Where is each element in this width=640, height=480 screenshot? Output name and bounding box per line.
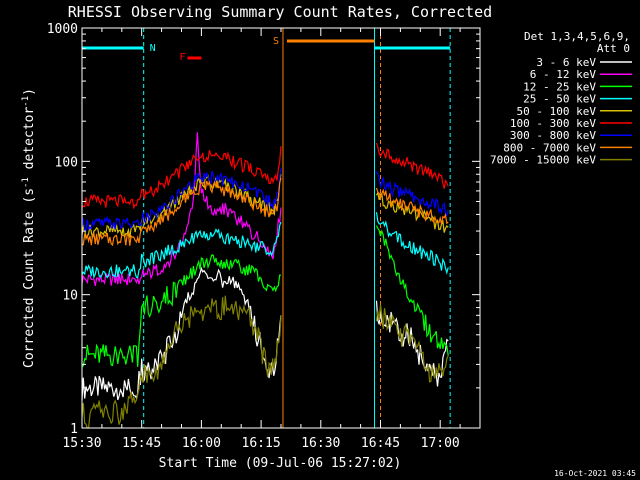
series-line [81, 132, 282, 287]
series-line [81, 295, 282, 429]
x-tick-label: 17:00 [421, 436, 460, 451]
series-line [81, 146, 282, 210]
x-tick-label: 16:15 [242, 436, 281, 451]
y-tick-label: 10 [62, 289, 78, 304]
x-axis: 15:30 15:45 16:00 16:15 16:30 16:45 17:00 [62, 28, 481, 451]
series-line [375, 142, 449, 189]
legend-label: 6 - 12 keV [530, 68, 597, 81]
legend-label: 25 - 50 keV [523, 93, 596, 106]
series-line [81, 253, 282, 368]
annotation-n: N [150, 43, 156, 54]
series-line [375, 171, 449, 217]
x-axis-label: Start Time (09-Jul-06 15:27:02) [159, 456, 402, 471]
legend-label: 12 - 25 keV [523, 80, 596, 93]
y-tick-label: 100 [55, 155, 78, 170]
annotation-f: F [179, 52, 185, 63]
legend-label: 50 - 100 keV [517, 105, 597, 118]
series-line [375, 212, 449, 275]
legend-label: 800 - 7000 keV [503, 141, 596, 154]
series-line [81, 167, 282, 232]
y-axis: 1 10 100 1000 [47, 22, 480, 437]
chart-title: RHESSI Observing Summary Count Rates, Co… [68, 3, 492, 21]
y-tick-label: 1000 [47, 22, 78, 37]
legend-header: Det 1,3,4,5,6,9, [524, 30, 630, 43]
y-tick-label: 1 [70, 422, 78, 437]
annotation-s: S [273, 36, 279, 47]
x-tick-label: 16:45 [361, 436, 400, 451]
x-tick-label: 16:00 [182, 436, 221, 451]
legend-label: 7000 - 15000 keV [490, 154, 596, 167]
legend-label: 3 - 6 keV [536, 56, 596, 69]
timestamp: 16-Oct-2021 03:45 [554, 469, 636, 478]
x-tick-label: 16:30 [301, 436, 340, 451]
series-line [81, 174, 282, 239]
plot-area: N F S [81, 28, 451, 429]
legend-label: 100 - 300 keV [510, 117, 596, 130]
series-line [375, 300, 449, 387]
series-line [375, 187, 449, 225]
legend-label: 300 - 800 keV [510, 129, 596, 142]
y-axis-label: Corrected Count Rate (s-1 detector-1) [21, 88, 37, 368]
series-line [81, 177, 282, 247]
series-line [375, 304, 449, 383]
legend-header-att: Att 0 [597, 42, 630, 55]
series-line [375, 225, 449, 356]
x-tick-label: 15:30 [62, 436, 101, 451]
series-line [81, 221, 282, 280]
x-tick-label: 15:45 [122, 436, 161, 451]
